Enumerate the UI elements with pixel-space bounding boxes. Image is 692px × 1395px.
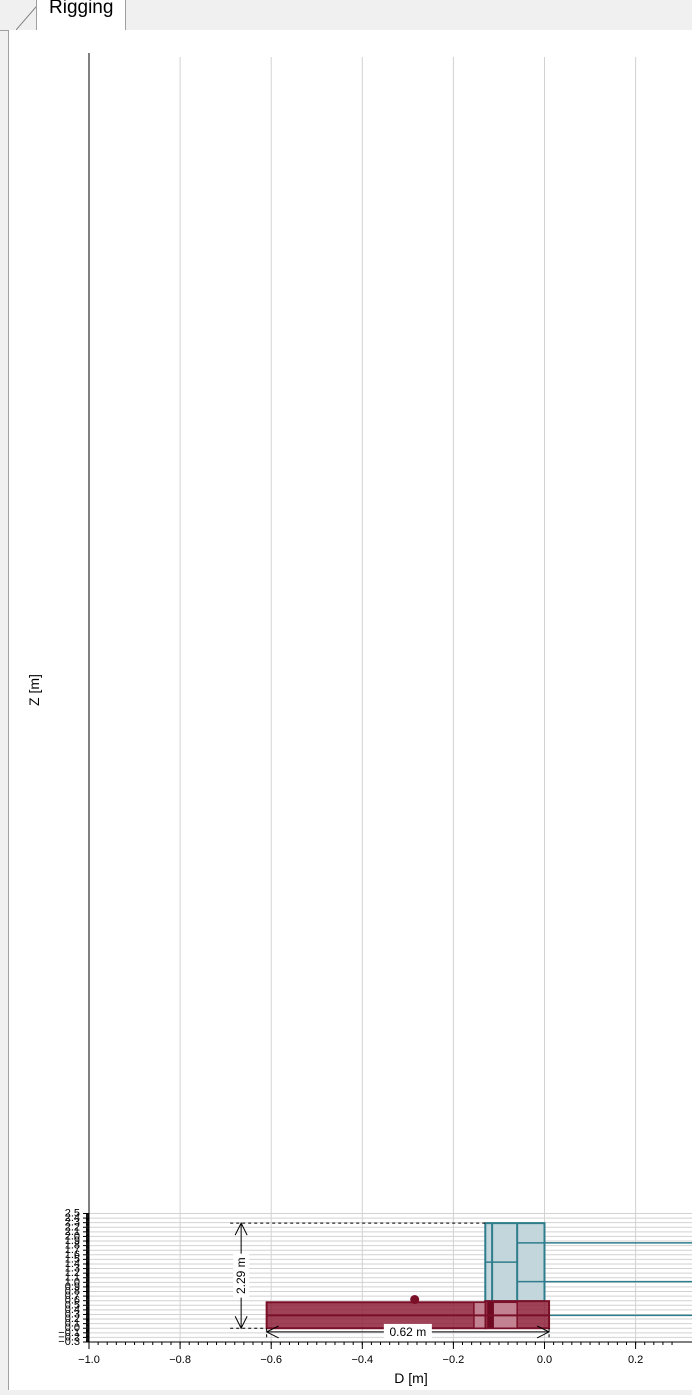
y-tick-label: −0.2 xyxy=(58,1331,80,1343)
y-tick-label: 0.2 xyxy=(65,1313,80,1325)
x-tick-label: −1.0 xyxy=(78,1354,100,1366)
y-tick-label: 2.3 xyxy=(65,1217,80,1229)
y-tick-label: 2.1 xyxy=(65,1226,80,1238)
x-tick-label: −0.6 xyxy=(260,1354,282,1366)
plot-area[interactable]: 2.29 m 0.62 m 2.52.42.32.22.12.01.91.81.7… xyxy=(9,30,692,1390)
y-tick-label: 2.0 xyxy=(65,1230,80,1242)
x-tick-label: −0.4 xyxy=(351,1354,373,1366)
x-tick-label: 0.0 xyxy=(537,1354,552,1366)
x-tick-label: −0.2 xyxy=(443,1354,465,1366)
tab-rigging[interactable]: Rigging xyxy=(36,0,127,31)
y-tick-label: 1.3 xyxy=(65,1263,80,1275)
y-tick-label: 0.5 xyxy=(65,1299,80,1311)
grid xyxy=(88,57,692,1343)
y-tick-label: −0.3 xyxy=(58,1336,80,1348)
dim-label-vertical: 2.29 m xyxy=(234,1257,248,1294)
y-tick-label: 2.5 xyxy=(65,1207,80,1219)
tab-strip: Rigging xyxy=(0,0,692,31)
dim-arrow xyxy=(234,1222,248,1236)
x-tick-label: 0.2 xyxy=(628,1354,643,1366)
y-tick-label: 1.2 xyxy=(65,1267,80,1279)
tab-label: Rigging xyxy=(49,0,114,18)
y-tick-label: 0.1 xyxy=(65,1318,80,1330)
y-tick-label: 1.5 xyxy=(65,1253,80,1265)
plot-background xyxy=(89,57,692,1342)
dim-label-horizontal: 0.62 m xyxy=(390,1325,427,1339)
y-tick-label: 0.9 xyxy=(65,1281,80,1293)
y-tick-label: 1.9 xyxy=(65,1235,80,1247)
dimension-lines: 2.29 m 0.62 m xyxy=(230,1222,551,1340)
cog-point xyxy=(410,1295,420,1305)
dim-arrow xyxy=(234,1316,248,1330)
dim-label-bg xyxy=(383,1323,432,1340)
shapes xyxy=(265,1222,692,1330)
y-tick-label: 2.4 xyxy=(65,1212,80,1224)
dim-arrow xyxy=(265,1325,279,1339)
y-tick-label: 1.0 xyxy=(65,1276,80,1288)
dim-arrow xyxy=(536,1325,551,1339)
y-tick-label: −0.1 xyxy=(58,1327,80,1339)
y-tick-label: 1.8 xyxy=(65,1240,80,1252)
y-tick-label: 0.7 xyxy=(65,1290,80,1302)
chart-panel: 2.29 m 0.62 m 2.5 2.4 2.3 2.2 2.1 2.0 1.9 1.8 1.7… xyxy=(8,30,692,1390)
y-tick-label: 2.2 xyxy=(65,1221,80,1233)
y-tick-label: 1.1 xyxy=(65,1272,80,1284)
y-tick-label: 1.7 xyxy=(65,1244,80,1256)
y-tick-label: 1.6 xyxy=(65,1249,80,1261)
x-tick-label: −0.8 xyxy=(169,1354,191,1366)
y-tick-label: 0.3 xyxy=(65,1308,80,1320)
axes: 2.52.42.32.22.12.01.91.81.71.61.51.41.31… xyxy=(58,53,692,1366)
y-tick-label: 0.8 xyxy=(65,1286,80,1298)
y-tick-label: 0.0 xyxy=(65,1322,80,1334)
y-tick-label: 1.4 xyxy=(65,1258,80,1270)
y-tick-label: 0.4 xyxy=(65,1304,80,1316)
y-axis-label: Z [m] xyxy=(26,674,42,706)
y-tick-label: 0.6 xyxy=(65,1295,80,1307)
dim-label-bg xyxy=(233,1253,250,1298)
x-axis-label: D [m] xyxy=(394,1370,427,1386)
